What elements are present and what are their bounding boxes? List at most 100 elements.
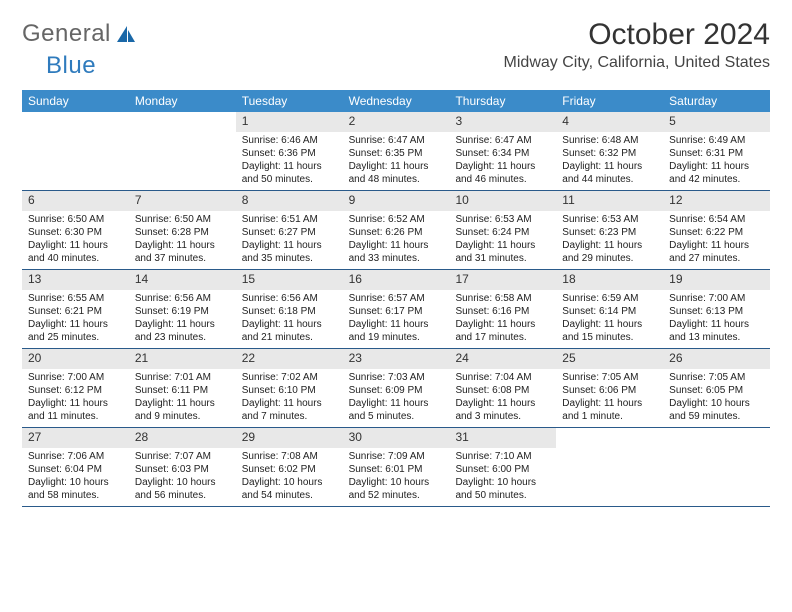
day-cell: 24Sunrise: 7:04 AMSunset: 6:08 PMDayligh… [449,349,556,427]
sunset-text: Sunset: 6:26 PM [349,226,444,239]
day-number: 17 [449,270,556,290]
day-cell: 10Sunrise: 6:53 AMSunset: 6:24 PMDayligh… [449,191,556,269]
sunset-text: Sunset: 6:03 PM [135,463,230,476]
day-cell: 26Sunrise: 7:05 AMSunset: 6:05 PMDayligh… [663,349,770,427]
day-body: Sunrise: 6:56 AMSunset: 6:19 PMDaylight:… [129,290,236,348]
daylight-text: Daylight: 11 hours and 17 minutes. [455,318,550,344]
sunset-text: Sunset: 6:24 PM [455,226,550,239]
day-cell: 28Sunrise: 7:07 AMSunset: 6:03 PMDayligh… [129,428,236,506]
sunrise-text: Sunrise: 6:51 AM [242,213,337,226]
day-cell: 4Sunrise: 6:48 AMSunset: 6:32 PMDaylight… [556,112,663,190]
day-number: 31 [449,428,556,448]
day-number: 24 [449,349,556,369]
day-body: Sunrise: 6:50 AMSunset: 6:28 PMDaylight:… [129,211,236,269]
daylight-text: Daylight: 11 hours and 7 minutes. [242,397,337,423]
sunset-text: Sunset: 6:32 PM [562,147,657,160]
sunrise-text: Sunrise: 6:53 AM [562,213,657,226]
sunset-text: Sunset: 6:02 PM [242,463,337,476]
sunset-text: Sunset: 6:34 PM [455,147,550,160]
daylight-text: Daylight: 11 hours and 1 minute. [562,397,657,423]
sunrise-text: Sunrise: 6:49 AM [669,134,764,147]
day-body: Sunrise: 6:47 AMSunset: 6:35 PMDaylight:… [343,132,450,190]
day-number: 2 [343,112,450,132]
logo-text-1: General [22,20,111,48]
sunrise-text: Sunrise: 6:48 AM [562,134,657,147]
sunrise-text: Sunrise: 7:08 AM [242,450,337,463]
sunrise-text: Sunrise: 7:03 AM [349,371,444,384]
daylight-text: Daylight: 11 hours and 46 minutes. [455,160,550,186]
daylight-text: Daylight: 11 hours and 25 minutes. [28,318,123,344]
day-body: Sunrise: 6:47 AMSunset: 6:34 PMDaylight:… [449,132,556,190]
day-number: 10 [449,191,556,211]
day-number: 4 [556,112,663,132]
day-body: Sunrise: 7:00 AMSunset: 6:12 PMDaylight:… [22,369,129,427]
day-cell: 29Sunrise: 7:08 AMSunset: 6:02 PMDayligh… [236,428,343,506]
daylight-text: Daylight: 10 hours and 58 minutes. [28,476,123,502]
day-cell: 7Sunrise: 6:50 AMSunset: 6:28 PMDaylight… [129,191,236,269]
day-number: 26 [663,349,770,369]
daylight-text: Daylight: 10 hours and 52 minutes. [349,476,444,502]
sunrise-text: Sunrise: 7:04 AM [455,371,550,384]
day-body: Sunrise: 7:07 AMSunset: 6:03 PMDaylight:… [129,448,236,506]
daylight-text: Daylight: 11 hours and 29 minutes. [562,239,657,265]
sunset-text: Sunset: 6:04 PM [28,463,123,476]
daylight-text: Daylight: 11 hours and 44 minutes. [562,160,657,186]
day-cell: 17Sunrise: 6:58 AMSunset: 6:16 PMDayligh… [449,270,556,348]
day-number: 11 [556,191,663,211]
week-row: 27Sunrise: 7:06 AMSunset: 6:04 PMDayligh… [22,428,770,507]
week-row: 20Sunrise: 7:00 AMSunset: 6:12 PMDayligh… [22,349,770,428]
sunset-text: Sunset: 6:00 PM [455,463,550,476]
day-cell: 19Sunrise: 7:00 AMSunset: 6:13 PMDayligh… [663,270,770,348]
sunset-text: Sunset: 6:28 PM [135,226,230,239]
day-body: Sunrise: 6:50 AMSunset: 6:30 PMDaylight:… [22,211,129,269]
day-number: 23 [343,349,450,369]
day-body: Sunrise: 7:06 AMSunset: 6:04 PMDaylight:… [22,448,129,506]
sunrise-text: Sunrise: 7:10 AM [455,450,550,463]
week-row: 13Sunrise: 6:55 AMSunset: 6:21 PMDayligh… [22,270,770,349]
daylight-text: Daylight: 11 hours and 11 minutes. [28,397,123,423]
daylight-text: Daylight: 11 hours and 40 minutes. [28,239,123,265]
daylight-text: Daylight: 11 hours and 21 minutes. [242,318,337,344]
day-body: Sunrise: 7:05 AMSunset: 6:06 PMDaylight:… [556,369,663,427]
daylight-text: Daylight: 11 hours and 9 minutes. [135,397,230,423]
daylight-text: Daylight: 11 hours and 37 minutes. [135,239,230,265]
daylight-text: Daylight: 11 hours and 48 minutes. [349,160,444,186]
daylight-text: Daylight: 10 hours and 54 minutes. [242,476,337,502]
day-cell: 31Sunrise: 7:10 AMSunset: 6:00 PMDayligh… [449,428,556,506]
day-body: Sunrise: 6:48 AMSunset: 6:32 PMDaylight:… [556,132,663,190]
day-number: 5 [663,112,770,132]
day-number: 8 [236,191,343,211]
day-cell: 13Sunrise: 6:55 AMSunset: 6:21 PMDayligh… [22,270,129,348]
weeks-container: 1Sunrise: 6:46 AMSunset: 6:36 PMDaylight… [22,112,770,507]
day-number: 9 [343,191,450,211]
day-number: 25 [556,349,663,369]
daylight-text: Daylight: 11 hours and 31 minutes. [455,239,550,265]
month-title: October 2024 [504,18,770,52]
day-number: 3 [449,112,556,132]
day-number: 15 [236,270,343,290]
day-number: 7 [129,191,236,211]
daylight-text: Daylight: 11 hours and 3 minutes. [455,397,550,423]
day-body: Sunrise: 6:46 AMSunset: 6:36 PMDaylight:… [236,132,343,190]
sunset-text: Sunset: 6:05 PM [669,384,764,397]
sunset-text: Sunset: 6:19 PM [135,305,230,318]
sunrise-text: Sunrise: 7:07 AM [135,450,230,463]
sunrise-text: Sunrise: 6:46 AM [242,134,337,147]
day-cell: 20Sunrise: 7:00 AMSunset: 6:12 PMDayligh… [22,349,129,427]
sunset-text: Sunset: 6:21 PM [28,305,123,318]
sunrise-text: Sunrise: 6:47 AM [349,134,444,147]
sunrise-text: Sunrise: 6:56 AM [135,292,230,305]
logo: General [22,20,137,48]
sunrise-text: Sunrise: 7:00 AM [28,371,123,384]
daylight-text: Daylight: 11 hours and 33 minutes. [349,239,444,265]
day-body: Sunrise: 6:54 AMSunset: 6:22 PMDaylight:… [663,211,770,269]
day-body: Sunrise: 6:51 AMSunset: 6:27 PMDaylight:… [236,211,343,269]
sunset-text: Sunset: 6:13 PM [669,305,764,318]
sunset-text: Sunset: 6:01 PM [349,463,444,476]
day-cell: 11Sunrise: 6:53 AMSunset: 6:23 PMDayligh… [556,191,663,269]
day-body: Sunrise: 7:01 AMSunset: 6:11 PMDaylight:… [129,369,236,427]
sunset-text: Sunset: 6:36 PM [242,147,337,160]
day-cell: 14Sunrise: 6:56 AMSunset: 6:19 PMDayligh… [129,270,236,348]
sunrise-text: Sunrise: 6:54 AM [669,213,764,226]
day-cell: 3Sunrise: 6:47 AMSunset: 6:34 PMDaylight… [449,112,556,190]
